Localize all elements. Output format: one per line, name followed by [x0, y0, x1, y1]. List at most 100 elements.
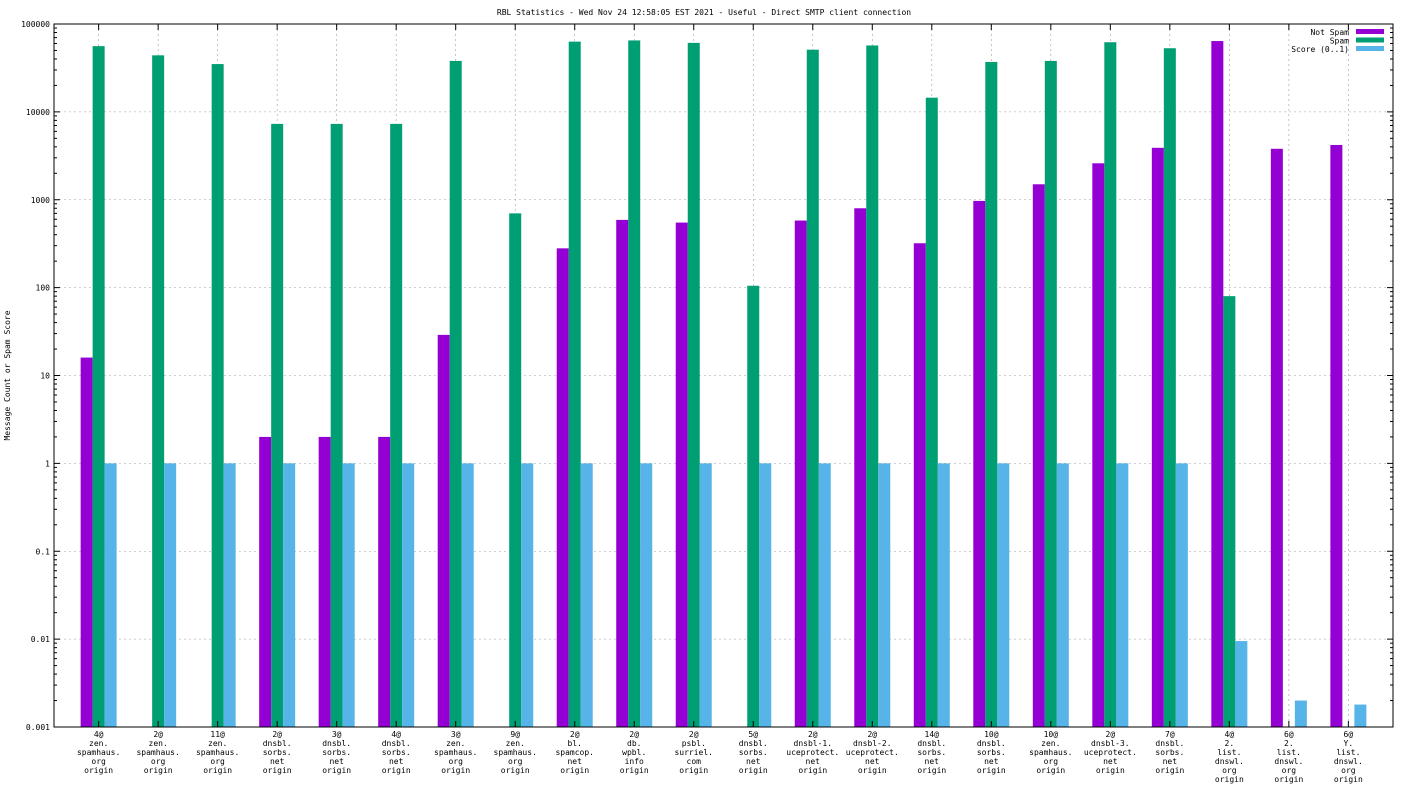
x-tick-label-line: origin [1096, 766, 1125, 775]
bar [1354, 704, 1367, 727]
x-tick-label-line: 2. [1225, 739, 1235, 748]
x-tick-label: 4@ 2. list. dnswl. org origin [1215, 730, 1244, 784]
bar [628, 40, 641, 727]
x-tick-label-line: 10@ [1044, 730, 1059, 739]
x-tick-label-line: dnswl. [1215, 757, 1244, 766]
x-tick-label: 6@ Y. list. dnswl. org origin [1334, 730, 1363, 784]
x-tick-label: 2@ dnsbl. sorbs. net origin [263, 730, 292, 775]
x-tick-label-line: origin [382, 766, 411, 775]
x-tick-label-line: 6@ [1344, 730, 1354, 739]
bar [794, 220, 807, 728]
x-tick-label-line: origin [560, 766, 589, 775]
bar [92, 46, 105, 727]
x-tick-label-line: sorbs. [917, 748, 946, 757]
x-tick-label-line: dnsbl. [263, 739, 292, 748]
bar [878, 463, 891, 727]
x-tick-label-line: origin [203, 766, 232, 775]
x-tick-label-line: spamhaus. [136, 748, 179, 757]
bar [211, 64, 224, 728]
bar [568, 41, 581, 728]
x-tick-label-line: sorbs. [977, 748, 1006, 757]
x-tick-label: 10@ dnsbl. sorbs. net origin [977, 730, 1006, 775]
x-tick-label-line: spamhaus. [1029, 748, 1072, 757]
bar [640, 463, 653, 727]
x-tick-label-line: dnsbl. [382, 739, 411, 748]
bar [1211, 41, 1224, 728]
x-tick-label-line: dnsbl. [1155, 739, 1184, 748]
x-tick-label-line: org [91, 757, 106, 766]
x-tick-label-line: spamhaus. [434, 748, 477, 757]
bar [687, 42, 700, 728]
bar [1294, 700, 1307, 727]
x-tick-label-line: net [270, 757, 285, 766]
x-tick-label-line: origin [1215, 775, 1244, 784]
bar [1092, 163, 1105, 728]
x-tick-label: 5@ dnsbl. sorbs. net origin [739, 730, 768, 775]
x-tick-label-line: dnsbl-2. [853, 739, 892, 748]
x-tick-label: 2@ zen. spamhaus. org origin [136, 730, 179, 775]
bar [985, 61, 998, 727]
x-tick-label-line: dnsbl. [322, 739, 351, 748]
bar [461, 463, 474, 727]
bar [1044, 60, 1057, 728]
x-tick-label-line: origin [501, 766, 530, 775]
x-tick-label-line: origin [679, 766, 708, 775]
bar [80, 357, 93, 727]
x-tick-label-line: net [984, 757, 999, 766]
x-tick-label-line: zen. [208, 739, 227, 748]
x-tick-label-line: dnsbl. [739, 739, 768, 748]
bar [854, 208, 867, 727]
bar [759, 463, 772, 727]
x-tick-label-line: list. [1217, 748, 1241, 757]
bar [818, 463, 831, 727]
x-tick-label-line: net [1103, 757, 1118, 766]
x-tick-label: 11@ zen. spamhaus. org origin [196, 730, 239, 775]
bar [580, 463, 593, 727]
x-tick-label-line: zen. [89, 739, 108, 748]
x-tick-label-line: sorbs. [382, 748, 411, 757]
bar [747, 285, 760, 727]
x-tick-label-line: zen. [1041, 739, 1060, 748]
legend-label: Spam [1330, 37, 1349, 46]
y-tick-label: 0.001 [26, 723, 50, 732]
bar [152, 55, 165, 727]
x-tick-label: 6@ 2. list. dnswl. org origin [1274, 730, 1303, 784]
x-tick-label-line: net [865, 757, 880, 766]
bar [616, 219, 629, 727]
bar [390, 123, 403, 728]
x-tick-label: 4@ zen. spamhaus. org origin [77, 730, 120, 775]
x-tick-label-line: spamhaus. [77, 748, 120, 757]
x-tick-label: 2@ bl. spamcop. net origin [555, 730, 594, 775]
x-tick-label-line: 4@ [1225, 730, 1235, 739]
x-tick-label-line: sorbs. [263, 748, 292, 757]
x-tick-label-line: sorbs. [739, 748, 768, 757]
legend-swatch [1356, 29, 1384, 34]
bar [259, 436, 272, 727]
x-tick-label-line: net [806, 757, 821, 766]
x-tick-label-line: 2@ [689, 730, 699, 739]
x-tick-label-line: org [151, 757, 166, 766]
x-tick-label-line: dnswl. [1334, 757, 1363, 766]
bar [104, 463, 117, 727]
x-tick-label-line: com [687, 757, 702, 766]
bar [1056, 463, 1069, 727]
x-tick-label-line: 4@ [391, 730, 401, 739]
x-tick-label-line: uceprotect. [1084, 748, 1137, 757]
x-tick-label-line: org [1341, 766, 1356, 775]
bar [223, 463, 236, 727]
x-tick-label-line: origin [739, 766, 768, 775]
y-tick-label: 1 [45, 459, 50, 468]
x-tick-label: 2@ dnsbl-2. uceprotect. net origin [846, 730, 899, 775]
x-tick-label-line: 5@ [748, 730, 758, 739]
x-tick-label-line: 2@ [153, 730, 163, 739]
x-tick-label: 2@ dnsbl-3. uceprotect. net origin [1084, 730, 1137, 775]
x-tick-label-line: 14@ [925, 730, 940, 739]
bar [509, 213, 522, 728]
x-tick-label-line: org [1044, 757, 1059, 766]
bar [1163, 48, 1176, 728]
x-tick-label: 14@ dnsbl. sorbs. net origin [917, 730, 946, 775]
bar [997, 463, 1010, 727]
x-tick-label: 10@ zen. spamhaus. org origin [1029, 730, 1072, 775]
